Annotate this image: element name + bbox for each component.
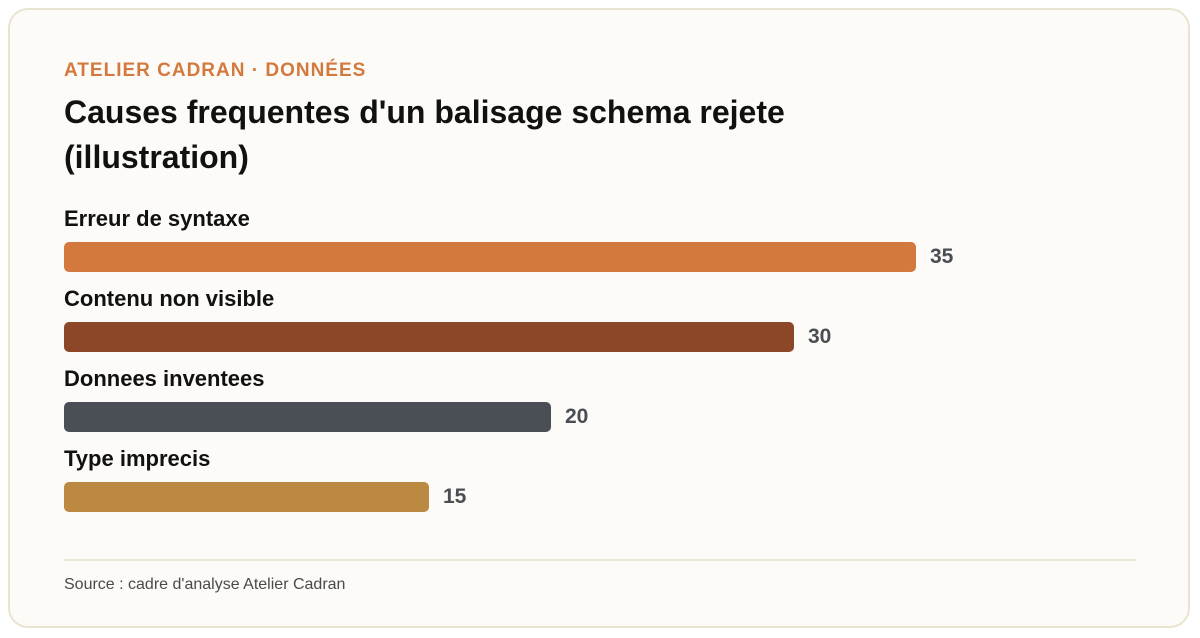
bar-label: Contenu non visible — [64, 286, 275, 311]
bar-value-label: 15 — [443, 485, 467, 508]
bar-value-label: 30 — [808, 325, 832, 348]
bar-value-label: 20 — [565, 405, 589, 428]
bar-label: Erreur de syntaxe — [64, 206, 250, 231]
bar — [64, 322, 794, 352]
source-note: Source : cadre d'analyse Atelier Cadran — [64, 576, 346, 593]
bar-chart: Erreur de syntaxe 35 Contenu non visible 30… — [64, 202, 1140, 532]
footer-divider — [64, 559, 1136, 561]
eyebrow-label: ATELIER CADRAN · DONNÉES — [64, 60, 367, 81]
bar-label: Donnees inventees — [64, 366, 265, 391]
bar — [64, 402, 551, 432]
chart-card: ATELIER CADRAN · DONNÉES Causes frequent… — [8, 8, 1190, 628]
bar-value-label: 35 — [930, 245, 954, 268]
bar — [64, 482, 429, 512]
chart-title: Causes frequentes d'un balisage schema r… — [64, 94, 785, 175]
bar-label: Type imprecis — [64, 446, 211, 471]
bar — [64, 242, 916, 272]
